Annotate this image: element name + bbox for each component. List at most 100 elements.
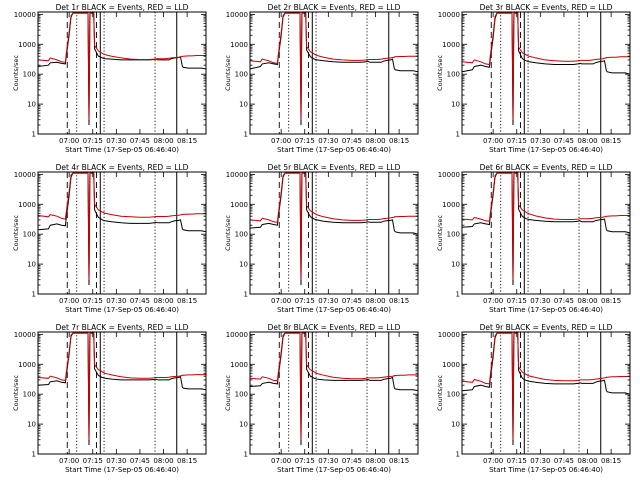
chart-panel-8: Det 8r BLACK = Events, RED = LLD 1 10 100 10… (224, 323, 419, 474)
x-tick-label: 08:00 (577, 457, 597, 465)
x-axis-label: Start Time (17-Sep-05 06:46:40) (489, 306, 603, 314)
x-tick-label: 08:15 (601, 137, 621, 145)
chart-panel-3: Det 3r BLACK = Events, RED = LLD 1 10 100 10… (436, 3, 631, 154)
x-tick-label: 08:15 (601, 297, 621, 305)
y-tick-label: 10000 (226, 11, 248, 19)
y-tick-label: 10 (451, 421, 460, 429)
y-tick-label: 1 (32, 131, 36, 139)
y-axis-label: Counts/sec (224, 55, 232, 91)
x-tick-label: 07:45 (342, 457, 362, 465)
x-tick-label: 07:00 (483, 457, 503, 465)
y-tick-label: 10 (451, 101, 460, 109)
x-tick-label: 08:15 (177, 137, 197, 145)
series-events-line (461, 172, 631, 286)
series-events-line (461, 12, 631, 126)
y-tick-label: 1 (456, 131, 460, 139)
x-tick-label: 07:15 (83, 137, 103, 145)
y-tick-label: 10000 (438, 331, 460, 339)
x-tick-label: 07:00 (271, 137, 291, 145)
series-lld-line (249, 332, 418, 440)
y-tick-label: 10000 (14, 171, 36, 179)
x-tick-label: 07:15 (507, 137, 527, 145)
series-lld-line (461, 172, 630, 280)
x-tick-label: 07:15 (295, 137, 315, 145)
y-tick-label: 10000 (438, 171, 460, 179)
x-axis-label: Start Time (17-Sep-05 06:46:40) (277, 306, 391, 314)
chart-panel-7: Det 7r BLACK = Events, RED = LLD 1 10 100 10… (12, 323, 207, 474)
y-tick-label: 100 (23, 71, 36, 79)
y-tick-label: 1 (244, 291, 248, 299)
y-tick-label: 10 (239, 101, 248, 109)
y-tick-label: 1000 (230, 361, 248, 369)
series-events-line (249, 332, 419, 446)
chart-title: Det 3r BLACK = Events, RED = LLD (480, 3, 613, 12)
y-tick-label: 10 (239, 261, 248, 269)
y-tick-label: 10000 (14, 331, 36, 339)
chart-title: Det 2r BLACK = Events, RED = LLD (268, 3, 401, 12)
chart-title: Det 1r BLACK = Events, RED = LLD (56, 3, 189, 12)
x-tick-label: 07:00 (59, 137, 79, 145)
plot-frame (461, 11, 631, 135)
y-tick-label: 100 (235, 391, 248, 399)
chart-panel-1: Det 1r BLACK = Events, RED = LLD 1 10 100 10… (12, 3, 207, 154)
x-tick-label: 07:45 (130, 457, 150, 465)
y-tick-label: 1 (244, 451, 248, 459)
y-tick-label: 10000 (226, 171, 248, 179)
y-tick-label: 100 (235, 71, 248, 79)
x-tick-label: 08:15 (601, 457, 621, 465)
series-events-line (37, 12, 207, 126)
x-tick-label: 08:00 (577, 297, 597, 305)
x-tick-label: 08:00 (153, 297, 173, 305)
y-tick-label: 1000 (18, 361, 36, 369)
x-tick-label: 08:15 (177, 297, 197, 305)
chart-panel-4: Det 4r BLACK = Events, RED = LLD 1 10 100 10… (12, 163, 207, 314)
plot-frame (461, 331, 631, 455)
y-axis-label: Counts/sec (224, 215, 232, 251)
y-tick-label: 100 (447, 391, 460, 399)
x-tick-label: 07:15 (295, 297, 315, 305)
plot-frame (37, 11, 207, 135)
x-tick-label: 07:30 (318, 297, 338, 305)
x-tick-label: 07:30 (318, 137, 338, 145)
x-tick-label: 07:30 (530, 137, 550, 145)
x-tick-label: 08:15 (389, 297, 409, 305)
plot-frame (461, 171, 631, 295)
x-tick-label: 07:00 (59, 297, 79, 305)
x-tick-label: 08:00 (365, 297, 385, 305)
x-tick-label: 07:15 (83, 297, 103, 305)
series-events-line (37, 172, 207, 286)
x-tick-label: 08:00 (153, 137, 173, 145)
plot-frame (249, 171, 419, 295)
y-axis-label: Counts/sec (12, 55, 20, 91)
y-tick-label: 100 (23, 391, 36, 399)
y-tick-label: 1000 (18, 201, 36, 209)
y-tick-label: 1000 (230, 201, 248, 209)
x-tick-label: 07:00 (483, 137, 503, 145)
x-tick-label: 07:15 (507, 457, 527, 465)
series-events-line (249, 172, 419, 286)
series-lld-line (37, 172, 206, 280)
x-tick-label: 07:45 (554, 297, 574, 305)
x-tick-label: 08:00 (577, 137, 597, 145)
x-tick-label: 08:00 (365, 137, 385, 145)
y-tick-label: 10000 (438, 11, 460, 19)
y-tick-label: 100 (235, 231, 248, 239)
x-tick-label: 07:45 (554, 137, 574, 145)
series-events-line (461, 332, 631, 446)
y-tick-label: 10000 (14, 11, 36, 19)
y-axis-label: Counts/sec (436, 215, 444, 251)
y-tick-label: 10 (27, 101, 36, 109)
x-tick-label: 07:00 (271, 457, 291, 465)
x-tick-label: 07:30 (530, 297, 550, 305)
chart-panel-2: Det 2r BLACK = Events, RED = LLD 1 10 100 10… (224, 3, 419, 154)
x-axis-label: Start Time (17-Sep-05 06:46:40) (65, 306, 179, 314)
y-tick-label: 10 (239, 421, 248, 429)
y-tick-label: 1000 (442, 201, 460, 209)
plot-frame (249, 11, 419, 135)
y-tick-label: 100 (447, 231, 460, 239)
x-tick-label: 07:45 (130, 297, 150, 305)
x-tick-label: 07:15 (295, 457, 315, 465)
y-tick-label: 10 (451, 261, 460, 269)
x-tick-label: 07:30 (106, 297, 126, 305)
